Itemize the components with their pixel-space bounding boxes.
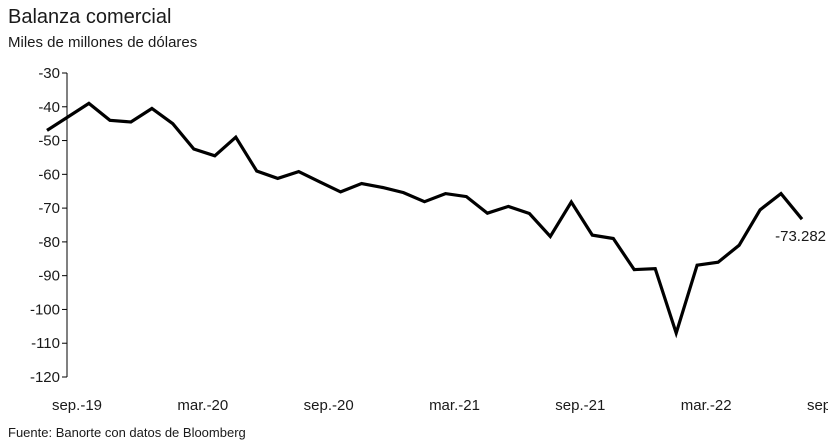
y-tick-label: -70 <box>38 200 60 217</box>
x-tick-label: sep.-21 <box>555 397 605 414</box>
x-tick-label: mar.-21 <box>429 397 480 414</box>
y-tick-label: -40 <box>38 99 60 116</box>
data-label: -73.282 <box>775 228 826 245</box>
x-tick-label: sep.-20 <box>304 397 354 414</box>
x-tick-label: mar.-20 <box>177 397 228 414</box>
source-note: Fuente: Banorte con datos de Bloomberg <box>8 425 246 440</box>
y-tick-label: -110 <box>31 335 60 352</box>
y-tick-label: -80 <box>38 234 60 251</box>
y-tick-label: -100 <box>30 301 60 318</box>
series-line <box>46 101 804 339</box>
y-tick-label: -30 <box>38 65 60 82</box>
chart-title: Balanza comercial <box>8 6 172 28</box>
x-tick-label: mar.-22 <box>681 397 732 414</box>
y-tick-label: -90 <box>38 268 60 285</box>
y-tick-label: -120 <box>30 369 60 386</box>
x-tick-label: sep.-19 <box>52 397 102 414</box>
chart-subtitle: Miles de millones de dólares <box>8 34 198 51</box>
y-tick-label: -60 <box>38 166 60 183</box>
y-tick-label: -50 <box>38 133 60 150</box>
x-tick-label: sep.-22 <box>807 397 828 414</box>
